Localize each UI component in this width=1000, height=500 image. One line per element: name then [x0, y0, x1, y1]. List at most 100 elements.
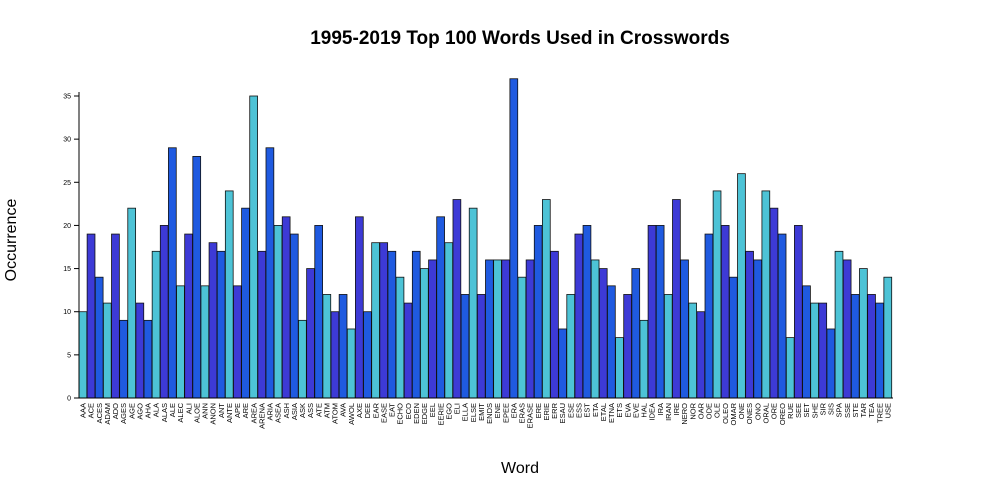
x-tick-label: ELLA	[461, 403, 470, 421]
bar-ava	[338, 294, 348, 399]
bar-esau	[558, 328, 567, 399]
x-tick-label: SPA	[835, 403, 844, 417]
y-tick-label: 30	[63, 137, 71, 144]
x-tick-label: EGO	[444, 403, 453, 420]
bar-alec	[176, 285, 185, 399]
bar-tar	[859, 268, 868, 399]
x-tick-label: AXE	[355, 403, 364, 418]
x-tick-label: ELI	[453, 403, 462, 414]
bar-ore	[769, 207, 779, 399]
bar-ago	[135, 302, 145, 399]
bar-oreo	[777, 233, 787, 399]
x-tick-label: EMIT	[477, 403, 486, 421]
bar-ear	[371, 242, 380, 399]
x-tick-label: EDGE	[420, 403, 429, 424]
bar-spa	[834, 250, 844, 399]
bar-era	[509, 78, 519, 399]
bar-nero	[680, 259, 689, 399]
x-tick-label: EEL	[428, 403, 437, 417]
x-tick-label: EST	[583, 403, 592, 418]
x-tick-label: AGE	[127, 403, 136, 419]
x-tick-label: ARE	[241, 403, 250, 418]
x-tick-label: ANTE	[225, 403, 234, 423]
bar-ease	[379, 242, 389, 399]
x-tick-label: ENE	[493, 403, 502, 418]
bar-epee	[501, 259, 510, 399]
bar-area	[249, 95, 258, 399]
x-tick-label: TEA	[867, 403, 876, 418]
bar-oar	[696, 311, 706, 399]
x-tick-label: AHA	[144, 403, 153, 418]
x-tick-label: ORAL	[761, 403, 770, 423]
x-tick-label: ANT	[217, 403, 226, 418]
x-tick-label: ORE	[770, 403, 779, 419]
y-tick-label: 15	[63, 266, 71, 273]
bar-asea	[273, 225, 283, 399]
bar-rue	[785, 337, 795, 399]
bar-echo	[395, 276, 405, 399]
x-tick-label: NERO	[680, 403, 689, 425]
x-axis-label: Word	[501, 460, 539, 477]
bar-aces	[94, 276, 104, 399]
x-tick-label: EPEE	[501, 403, 510, 423]
bar-ale	[168, 147, 177, 399]
bar-sis	[826, 328, 836, 399]
x-tick-label: ERIE	[542, 403, 551, 421]
bar-atom	[330, 311, 340, 399]
bar-ala	[151, 250, 161, 399]
x-tick-label: ECHO	[396, 403, 405, 425]
y-tick-label: 25	[63, 180, 71, 187]
x-tick-label: APE	[233, 403, 242, 418]
x-tick-label: ASS	[306, 403, 315, 418]
bar-one	[737, 173, 746, 399]
bar-ant	[216, 250, 226, 399]
bar-ego	[444, 242, 454, 399]
x-tick-label: EAT	[388, 403, 397, 417]
y-tick-label: 35	[63, 94, 71, 101]
x-tick-label: IRE	[672, 403, 681, 416]
bar-hal	[639, 319, 649, 399]
x-tick-label: ALE	[168, 403, 177, 417]
bar-ire	[672, 199, 681, 399]
bar-etna	[607, 285, 616, 399]
bar-tree	[875, 302, 884, 399]
bar-ante	[224, 190, 234, 399]
y-tick-label: 20	[63, 223, 71, 230]
x-tick-label: ASEA	[274, 403, 283, 423]
x-tick-label: AVA	[339, 403, 348, 417]
x-tick-label: ELSE	[469, 403, 478, 422]
x-tick-label: IRAN	[664, 403, 673, 421]
x-tick-label: AWOL	[347, 403, 356, 425]
x-tick-label: EDEN	[412, 403, 421, 424]
bar-aaa	[78, 311, 88, 399]
x-tick-label: ODE	[705, 403, 714, 419]
bar-edge	[420, 268, 429, 399]
bar-erie	[542, 199, 551, 399]
x-tick-label: ANN	[201, 403, 210, 419]
x-tick-label: ALAS	[160, 403, 169, 422]
bar-sir	[818, 302, 828, 399]
bar-ends	[485, 259, 494, 399]
bar-tea	[867, 294, 876, 399]
x-tick-label: ATE	[314, 403, 323, 417]
x-tick-label: ASH	[282, 403, 291, 418]
x-tick-label: SIR	[818, 402, 827, 415]
x-tick-label: ADAM	[103, 403, 112, 425]
bar-erase	[525, 259, 535, 399]
x-tick-label: ENDS	[485, 403, 494, 424]
bar-dee	[363, 311, 372, 399]
x-tick-label: ERR	[550, 402, 559, 418]
x-tick-label: SSE	[843, 403, 852, 418]
x-tick-label: ASK	[298, 403, 307, 418]
x-tick-label: ASIA	[290, 403, 299, 420]
x-tick-label: ESE	[566, 403, 575, 418]
bar-are	[241, 207, 250, 399]
y-tick-label: 0	[67, 396, 71, 403]
x-ticks-group: AAA ACE ACES ADAM ADO AGES AGE AGO AHA ALA ALAS ALE…	[79, 402, 893, 428]
bar-ann	[200, 285, 210, 399]
y-tick-label: 10	[63, 309, 71, 316]
bar-ira	[655, 225, 665, 399]
bar-see	[794, 225, 803, 399]
x-tick-label: OREO	[778, 403, 787, 425]
